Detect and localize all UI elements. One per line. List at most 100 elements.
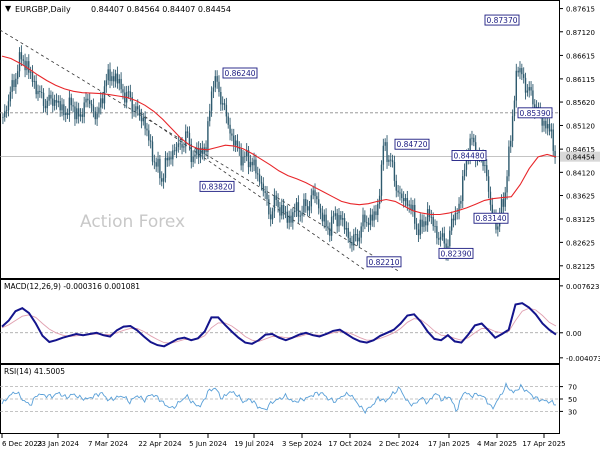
candle xyxy=(138,109,141,116)
candle xyxy=(220,91,222,105)
date-tick-label: 7 Mar 2024 xyxy=(88,440,128,448)
candle xyxy=(456,213,458,214)
candle xyxy=(66,112,69,116)
rsi-tick-label: 30 xyxy=(568,408,577,416)
candle xyxy=(436,226,438,239)
candle xyxy=(192,156,194,163)
candle xyxy=(354,234,357,235)
candle xyxy=(508,146,510,177)
date-tick-label: 6 Dec 2023 xyxy=(2,440,42,448)
moving-average-line xyxy=(1,55,557,216)
candle xyxy=(388,159,390,162)
candle xyxy=(473,137,475,143)
candle xyxy=(482,155,484,167)
candle xyxy=(7,101,10,111)
candle xyxy=(406,197,409,206)
moving-average xyxy=(1,55,557,216)
candle xyxy=(129,91,132,98)
candle xyxy=(373,211,375,221)
date-tick-label: 17 Apr 2025 xyxy=(522,440,565,448)
candle xyxy=(452,218,455,221)
candle xyxy=(9,91,12,102)
candle xyxy=(96,113,98,120)
candle xyxy=(528,87,530,91)
candle xyxy=(22,59,24,61)
candle xyxy=(201,147,204,154)
candle xyxy=(417,229,420,236)
level-label: 0.83140 xyxy=(475,214,506,223)
candle xyxy=(425,221,427,226)
candle xyxy=(28,61,30,73)
candle xyxy=(231,133,233,136)
candle xyxy=(57,101,60,103)
candle xyxy=(273,195,276,212)
candle xyxy=(281,204,283,216)
date-tick-label: 17 Jan 2025 xyxy=(428,440,470,448)
candle xyxy=(318,199,320,209)
candle xyxy=(532,90,534,105)
candle xyxy=(408,204,410,206)
candle xyxy=(122,89,124,93)
candle xyxy=(81,114,84,117)
candle xyxy=(423,221,425,227)
candle xyxy=(120,78,122,90)
candle xyxy=(109,69,111,82)
date-tick-label: 19 Jul 2024 xyxy=(234,440,274,448)
candle xyxy=(61,104,63,111)
candle xyxy=(351,242,353,246)
candle xyxy=(378,195,381,205)
candle xyxy=(511,116,514,141)
candle xyxy=(164,157,167,178)
candle xyxy=(349,237,351,243)
candle xyxy=(282,204,285,213)
candle xyxy=(382,145,385,165)
price-tick-label: 0.87615 xyxy=(566,6,595,14)
candle xyxy=(92,105,95,112)
level-box xyxy=(451,150,487,161)
candle xyxy=(258,174,261,182)
candle xyxy=(53,99,56,106)
candle xyxy=(142,117,144,122)
candle xyxy=(460,201,462,204)
candle xyxy=(269,214,272,220)
candle xyxy=(5,110,8,112)
candle xyxy=(330,216,333,236)
candle xyxy=(469,138,471,159)
candle xyxy=(59,101,61,111)
candle xyxy=(33,81,36,82)
level-box xyxy=(484,14,520,26)
candle xyxy=(107,69,109,81)
candle xyxy=(524,77,527,93)
candle xyxy=(271,211,274,220)
candle xyxy=(16,71,19,79)
candle xyxy=(135,106,137,112)
candle xyxy=(284,211,287,213)
candle xyxy=(98,107,100,114)
candle xyxy=(377,204,379,216)
candle xyxy=(240,148,242,166)
candle xyxy=(257,173,259,175)
candle xyxy=(13,80,15,87)
candle xyxy=(24,60,26,71)
level-box xyxy=(366,256,402,268)
candle xyxy=(510,140,512,147)
candle xyxy=(111,76,113,82)
candle xyxy=(541,113,543,126)
candle xyxy=(105,80,108,87)
candle xyxy=(454,213,457,221)
date-tick-label: 4 Mar 2025 xyxy=(477,440,517,448)
candle xyxy=(11,80,13,92)
candle xyxy=(50,94,52,99)
candle xyxy=(15,78,17,87)
candle xyxy=(384,142,386,146)
rsi-line xyxy=(1,382,556,415)
candle xyxy=(404,197,407,202)
candle xyxy=(194,154,196,157)
candle xyxy=(242,156,244,166)
candle xyxy=(275,195,277,200)
level-box xyxy=(199,180,235,192)
chart-ohlc: 0.84407 0.84564 0.84407 0.84454 xyxy=(91,5,231,14)
candle xyxy=(277,199,279,208)
candle xyxy=(90,103,93,106)
